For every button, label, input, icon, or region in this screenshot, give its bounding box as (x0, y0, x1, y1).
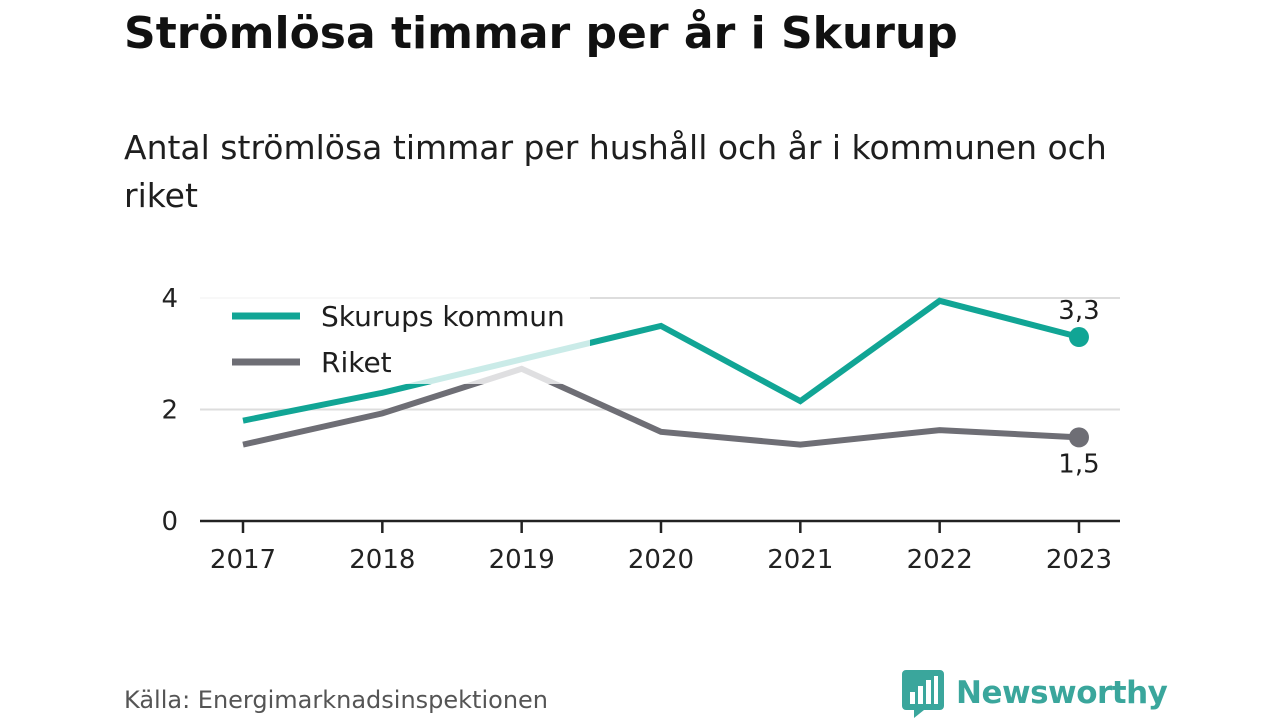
x-tick-label: 2018 (349, 545, 415, 575)
source-note: Källa: Energimarknadsinspektionen (124, 686, 549, 714)
x-tick-label: 2023 (1046, 545, 1112, 575)
legend-background (200, 292, 590, 384)
x-tick-label: 2022 (907, 545, 973, 575)
newsworthy-logo-icon (902, 670, 944, 718)
chart-subtitle: Antal strömlösa timmar per hushåll och å… (124, 128, 1107, 215)
x-tick-label: 2021 (767, 545, 833, 575)
brand-name: Newsworthy (956, 675, 1168, 711)
end-point-marker (1068, 427, 1089, 448)
brand-logo: Newsworthy (902, 666, 1168, 720)
line-chart: Skurups kommun Riket 0 2 4 2017 2018 2019 2020 2… (161, 284, 1120, 575)
end-value-label: 3,3 (1058, 296, 1099, 326)
x-tick-label: 2017 (210, 545, 276, 575)
legend-entry: Skurups kommun (321, 300, 565, 333)
y-tick-label: 4 (161, 284, 178, 314)
series-line-riket (242, 365, 1080, 448)
end-point-marker (1068, 327, 1089, 348)
x-tick-label: 2020 (628, 545, 694, 575)
y-tick-label: 2 (161, 396, 178, 426)
series-line-skurups-kommun (242, 297, 1080, 424)
y-tick-label: 0 (161, 507, 178, 537)
end-value-label: 1,5 (1058, 449, 1099, 479)
legend-entry: Riket (321, 346, 392, 379)
chart-title: Strömlösa timmar per år i Skurup (124, 8, 958, 59)
x-tick-label: 2019 (489, 545, 555, 575)
